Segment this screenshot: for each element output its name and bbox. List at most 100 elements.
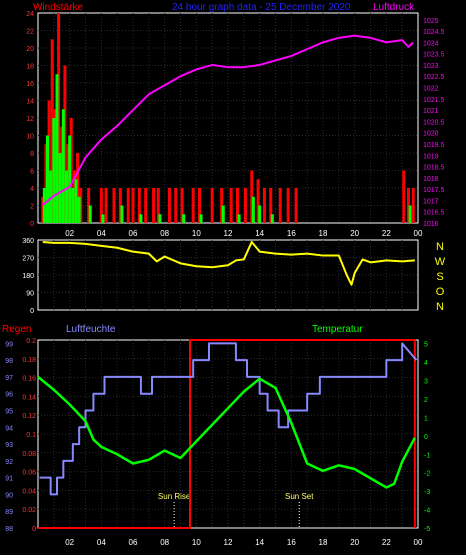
wind-gust-bar (46, 135, 49, 223)
wind-speed-tick: 12 (26, 116, 34, 123)
humidity-tick: 95 (5, 409, 13, 416)
wind-speed-bar (87, 188, 91, 223)
compass-label: N (436, 241, 444, 253)
x-tick-label: 20 (350, 229, 359, 238)
wind-direction-tick: 0 (30, 308, 34, 315)
wind-speed-tick: 16 (26, 81, 34, 88)
sun-marker-label: Sun Rise (158, 492, 191, 501)
rain-tick: 0.02 (22, 507, 36, 514)
wind-speed-bar (262, 188, 266, 223)
x-tick-label: 00 (414, 538, 423, 547)
wind-gust-bar (199, 214, 203, 223)
sun-annotations: Sun Rise Sun Set (158, 492, 314, 528)
pressure-tick: 1021.5 (423, 97, 445, 104)
pressure-line (42, 34, 414, 206)
x-tick-label: 06 (129, 538, 138, 547)
wind-speed-bar (174, 188, 178, 223)
humidity-tick: 98 (5, 358, 13, 365)
wind-speed-bar (229, 188, 233, 223)
pressure-tick: 1017.5 (423, 187, 445, 194)
pressure-axis: 1016 1016.5 1017 1017.5 1018 1018.5 1019 1019.5… (423, 18, 445, 228)
wind-gust-bar (65, 170, 68, 223)
wind-speed-bar (278, 188, 282, 223)
wind-gust-bar (58, 153, 62, 223)
temperature-tick: 1 (424, 415, 428, 422)
x-tick-label: 10 (192, 229, 201, 238)
x-tick-label: 22 (382, 229, 391, 238)
temperature-tick: -5 (424, 526, 430, 533)
wind-speed-tick: 2 (30, 204, 34, 211)
wind-gust-bar (270, 214, 274, 223)
rain-tick: 0.1 (26, 432, 36, 439)
rain-tick: 0.12 (22, 413, 36, 420)
sun-marker-label: Sun Set (285, 492, 314, 501)
pressure-tick: 1019 (423, 153, 439, 160)
humidity-tick: 88 (5, 526, 13, 533)
rain-title: Regen (2, 324, 31, 335)
wind-speed-bar (191, 188, 195, 223)
wind-speed-bar (41, 196, 45, 223)
compass-label: O (436, 286, 445, 298)
wind-speed-title: Windstärke (33, 2, 83, 13)
pressure-tick: 1024 (423, 40, 439, 47)
pressure-tick: 1016.5 (423, 210, 445, 217)
humidity-tick: 99 (5, 341, 13, 348)
wind-direction-series-line (42, 240, 415, 286)
wind-speed-tick: 24 (26, 11, 34, 18)
wind-speed-bar (210, 188, 214, 223)
rain-humidity-temperature-grid (38, 340, 418, 528)
humidity-tick: 94 (5, 425, 13, 432)
wind-speed-bar (72, 170, 76, 223)
wind-gust-bar (182, 214, 186, 223)
humidity-series-line (39, 342, 418, 496)
humidity-line (39, 342, 418, 496)
temperature-tick: 4 (424, 360, 428, 367)
wind-direction-tick: 360 (22, 238, 34, 245)
temperature-tick: 3 (424, 379, 428, 386)
wind-speed-bar (144, 188, 148, 223)
wind-speed-bar (44, 144, 48, 223)
wind-speed-bar (118, 188, 122, 223)
pressure-tick: 1022.5 (423, 74, 445, 81)
wind-speed-bar (112, 188, 116, 223)
wind-speed-bar (76, 153, 80, 223)
pressure-tick: 1017 (423, 198, 439, 205)
pressure-tick: 1018 (423, 176, 439, 183)
pressure-tick: 1021 (423, 108, 439, 115)
wind-gust-bar (158, 214, 162, 223)
humidity-title: Luftfeuchte (66, 324, 116, 335)
humidity-tick: 93 (5, 442, 13, 449)
wind-speed-bar (269, 188, 273, 223)
wind-speed-tick: 6 (30, 169, 34, 176)
wind-gust-bar (408, 205, 412, 223)
wind-speed-bar (50, 39, 54, 223)
wind-gust-bar (251, 196, 255, 223)
humidity-tick: 90 (5, 492, 13, 499)
temperature-tick: -2 (424, 471, 430, 478)
pressure-tick: 1023 (423, 63, 439, 70)
wind-pressure-grid (38, 13, 418, 223)
temperature-line (37, 375, 416, 489)
wind-gust-bar (88, 205, 92, 223)
wind-speed-bar (220, 188, 224, 223)
pressure-tick: 1024.5 (423, 29, 445, 36)
wind-speed-bar (236, 188, 239, 223)
wind-speed-bar (411, 188, 415, 223)
wind-direction-tick: 180 (22, 273, 34, 280)
wind-gust-bars (42, 74, 412, 223)
pressure-tick: 1023.5 (423, 52, 445, 59)
wind-speed-tick: 8 (30, 151, 34, 158)
temperature-tick: -1 (424, 452, 430, 459)
wind-speed-bar (104, 188, 108, 223)
wind-direction-grid (38, 240, 418, 310)
wind-speed-tick: 14 (26, 99, 34, 106)
pressure-tick: 1019.5 (423, 142, 445, 149)
rain-tick: 0.06 (22, 470, 36, 477)
x-tick-label: 08 (160, 538, 169, 547)
wind-speed-bar (402, 170, 406, 223)
wind-speed-bars (41, 13, 415, 223)
wind-gust-bar (61, 109, 65, 223)
